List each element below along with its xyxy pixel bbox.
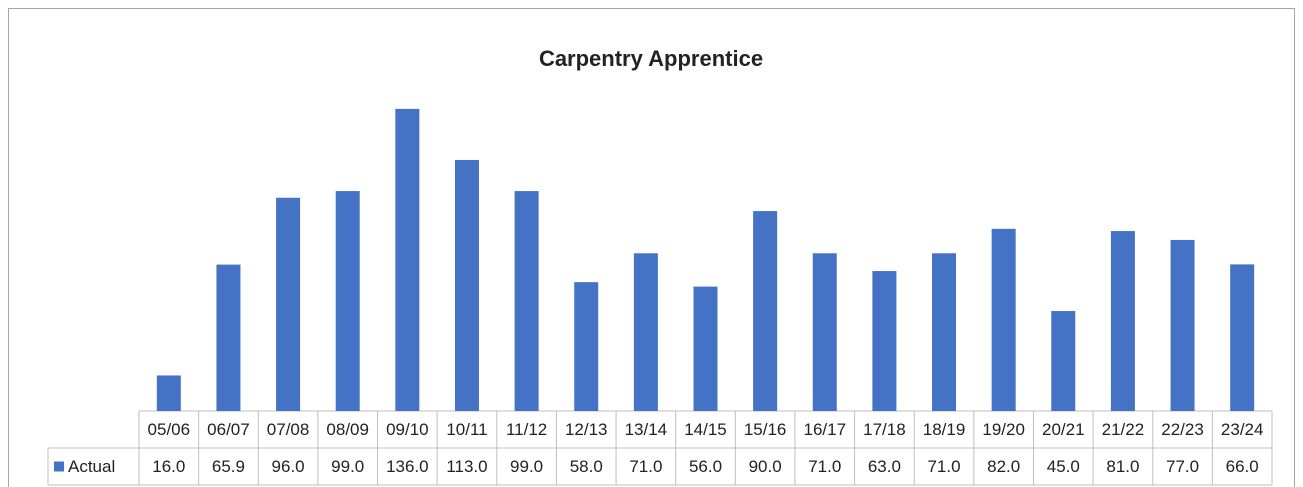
x-tick-label: 16/17: [803, 420, 846, 439]
x-tick-label: 22/23: [1161, 420, 1204, 439]
bar: [753, 211, 778, 411]
data-label: 96.0: [272, 457, 305, 476]
data-label: 77.0: [1166, 457, 1199, 476]
data-label: 71.0: [808, 457, 841, 476]
bar: [872, 271, 897, 411]
data-label: 90.0: [749, 457, 782, 476]
data-label: 81.0: [1106, 457, 1139, 476]
x-tick-label: 05/06: [148, 420, 191, 439]
data-label: 63.0: [868, 457, 901, 476]
bar: [1110, 231, 1135, 411]
x-tick-label: 07/08: [267, 420, 310, 439]
bar: [1230, 264, 1255, 411]
x-tick-label: 08/09: [326, 420, 369, 439]
bar: [932, 253, 957, 411]
x-tick-label: 14/15: [684, 420, 727, 439]
x-tick-label: 23/24: [1221, 420, 1264, 439]
bar: [454, 159, 479, 411]
data-label: 56.0: [689, 457, 722, 476]
data-label: 65.9: [212, 457, 245, 476]
data-label: 66.0: [1226, 457, 1259, 476]
data-label: 45.0: [1047, 457, 1080, 476]
bar: [216, 264, 241, 411]
data-label: 71.0: [629, 457, 662, 476]
x-tick-label: 17/18: [863, 420, 906, 439]
data-label: 99.0: [510, 457, 543, 476]
bar: [693, 286, 718, 411]
bar: [335, 191, 360, 411]
bar: [1051, 311, 1076, 411]
x-tick-label: 12/13: [565, 420, 608, 439]
data-label: 58.0: [570, 457, 603, 476]
bar: [812, 253, 837, 411]
bar: [156, 375, 181, 411]
x-tick-label: 06/07: [207, 420, 250, 439]
bar: [276, 197, 301, 411]
data-label: 136.0: [386, 457, 429, 476]
x-tick-label: 19/20: [982, 420, 1025, 439]
chart-title: Carpentry Apprentice: [539, 46, 763, 71]
legend-label: Actual: [68, 457, 115, 476]
x-tick-label: 18/19: [923, 420, 966, 439]
x-tick-label: 10/11: [446, 420, 487, 439]
data-label: 71.0: [927, 457, 960, 476]
data-label: 16.0: [152, 457, 185, 476]
bar: [991, 228, 1016, 411]
data-label: 99.0: [331, 457, 364, 476]
data-label: 113.0: [446, 457, 487, 476]
data-label: 82.0: [987, 457, 1020, 476]
bar: [633, 253, 658, 411]
x-tick-label: 11/12: [506, 420, 547, 439]
x-tick-label: 09/10: [386, 420, 429, 439]
bar: [514, 191, 539, 411]
bar: [395, 108, 420, 411]
x-tick-label: 20/21: [1042, 420, 1085, 439]
x-tick-label: 15/16: [744, 420, 787, 439]
chart-frame: [8, 8, 1295, 487]
bar: [574, 282, 599, 411]
x-tick-label: 21/22: [1102, 420, 1145, 439]
legend-swatch: [54, 461, 64, 472]
x-tick-label: 13/14: [625, 420, 668, 439]
bar: [1170, 239, 1195, 411]
